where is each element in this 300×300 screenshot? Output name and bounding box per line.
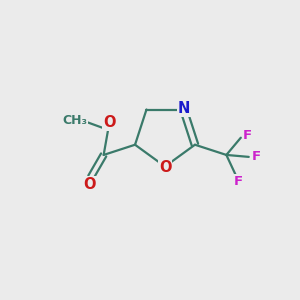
Text: F: F	[243, 129, 252, 142]
Text: O: O	[159, 160, 171, 175]
Text: F: F	[234, 176, 243, 188]
Text: N: N	[178, 101, 190, 116]
Text: O: O	[103, 115, 116, 130]
Text: CH₃: CH₃	[62, 114, 87, 127]
Text: F: F	[251, 150, 260, 163]
Text: O: O	[83, 177, 96, 192]
